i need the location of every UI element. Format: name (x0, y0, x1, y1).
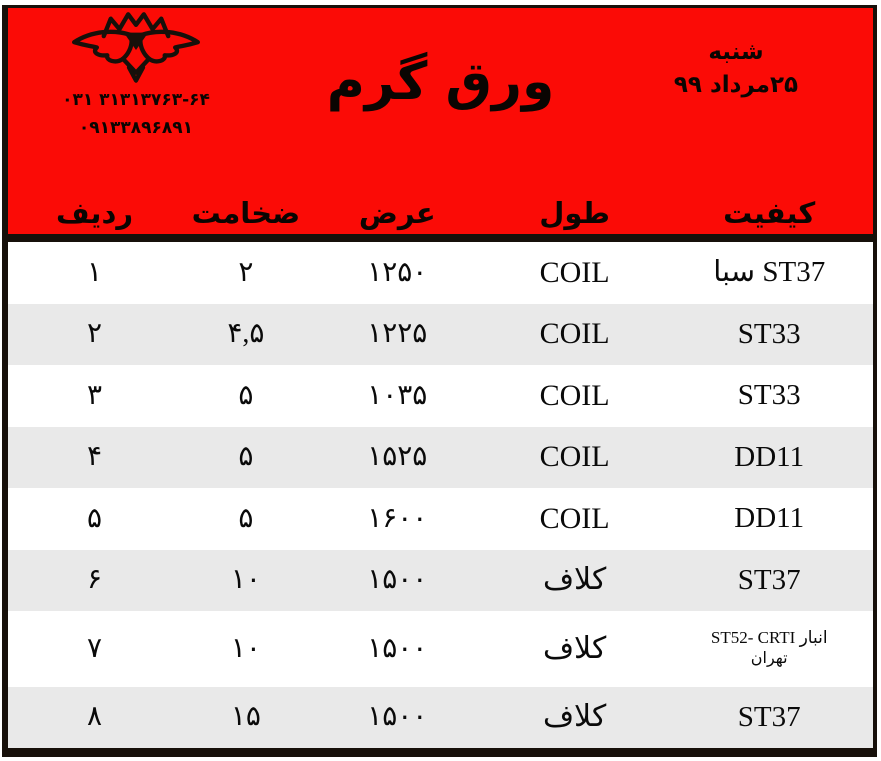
phone-line-2: ۰۹۱۳۳۸۹۶۸۹۱ (78, 118, 194, 139)
cell-quality: ST37 سبا (713, 256, 826, 289)
cell-width: ۱۵۰۰ (367, 701, 428, 733)
table-row: DD11 COIL ۱۶۰۰ ۵ ۵ (8, 488, 873, 550)
cell-radif: ۴ (87, 441, 103, 473)
phone-line-1: ۰۳۱ ۳۱۳۱۳۷۶۳-۶۴ (62, 90, 210, 110)
cell-radif: ۳ (87, 379, 103, 411)
column-header-thickness: ضخامت (191, 196, 301, 230)
column-header-length: طول (539, 196, 610, 230)
cell-radif: ۷ (87, 632, 103, 664)
date-value: ۲۵مرداد ۹۹ (673, 72, 799, 99)
date-block: شنبه ۲۵مرداد ۹۹ (651, 36, 821, 103)
cell-width: ۱۶۰۰ (367, 502, 428, 534)
cell-quality: ST37 (737, 563, 801, 596)
cell-thickness: ۲ (238, 256, 254, 288)
cell-width: ۱۵۰۰ (367, 564, 428, 596)
cell-length: COIL (539, 440, 610, 474)
cell-thickness: ۱۰ (230, 632, 261, 664)
cell-thickness: ۱۰ (230, 564, 261, 596)
cell-width: ۱۲۵۰ (367, 256, 428, 288)
cell-length: COIL (539, 317, 610, 351)
cell-quality: ST37 (737, 700, 801, 733)
cell-thickness: ۵ (238, 502, 254, 534)
price-table: ST37 سبا COIL ۱۲۵۰ ۲ ۱ ST33 COIL ۱۲۲۵ ۴,… (8, 242, 873, 749)
red-header: ۰۳۱ ۳۱۳۱۳۷۶۳-۶۴ ۰۹۱۳۳۸۹۶۸۹۱ ورق گرم شنبه… (8, 8, 873, 234)
cell-width: ۱۵۰۰ (367, 632, 428, 664)
cell-length: COIL (539, 378, 610, 412)
eagle-logo-icon (72, 12, 200, 83)
cell-thickness: ۴,۵ (227, 318, 265, 350)
column-headers-row: کیفیت طول عرض ضخامت ردیف (8, 196, 873, 230)
cell-length: کلاف (542, 631, 607, 665)
table-row: ST37 کلاف ۱۵۰۰ ۱۰ ۶ (8, 549, 873, 612)
column-header-radif: ردیف (56, 196, 134, 230)
cell-thickness: ۱۵ (230, 701, 261, 733)
cell-quality: DD11 (734, 502, 805, 535)
cell-quality: ST33 (737, 317, 801, 350)
date-weekday: شنبه (708, 39, 764, 65)
table-row: انبار ST52- CRTI تهران کلاف ۱۵۰۰ ۱۰ ۷ (8, 611, 873, 687)
page-title: ورق گرم (326, 52, 555, 112)
cell-width: ۱۵۲۵ (367, 441, 428, 473)
cell-thickness: ۵ (238, 379, 254, 411)
cell-width: ۱۲۲۵ (367, 318, 428, 350)
header-separator (8, 234, 873, 242)
cell-radif: ۵ (87, 502, 103, 534)
cell-quality: ST33 (737, 379, 801, 412)
cell-radif: ۸ (87, 701, 103, 733)
sheet-frame: ۰۳۱ ۳۱۳۱۳۷۶۳-۶۴ ۰۹۱۳۳۸۹۶۸۹۱ ورق گرم شنبه… (2, 5, 877, 757)
table-row: ST37 کلاف ۱۵۰۰ ۱۵ ۸ (8, 686, 873, 749)
table-row: ST33 COIL ۱۲۲۵ ۴,۵ ۲ (8, 303, 873, 366)
table-row: ST37 سبا COIL ۱۲۵۰ ۲ ۱ (8, 242, 873, 304)
cell-radif: ۱ (87, 256, 103, 288)
table-row: DD11 COIL ۱۵۲۵ ۵ ۴ (8, 426, 873, 489)
table-row: ST33 COIL ۱۰۳۵ ۵ ۳ (8, 365, 873, 427)
column-header-quality: کیفیت (723, 196, 816, 230)
cell-radif: ۲ (87, 318, 103, 350)
cell-quality: انبار ST52- CRTI تهران (710, 628, 828, 668)
cell-quality: DD11 (734, 440, 805, 473)
brand-block: ۰۳۱ ۳۱۳۱۳۷۶۳-۶۴ ۰۹۱۳۳۸۹۶۸۹۱ (26, 10, 246, 142)
cell-thickness: ۵ (238, 441, 254, 473)
cell-length: کلاف (542, 700, 607, 733)
cell-length: کلاف (542, 563, 607, 597)
column-header-width: عرض (358, 196, 436, 230)
cell-length: COIL (539, 501, 610, 535)
cell-width: ۱۰۳۵ (367, 379, 428, 411)
cell-radif: ۶ (87, 564, 103, 596)
cell-length: COIL (539, 255, 610, 289)
